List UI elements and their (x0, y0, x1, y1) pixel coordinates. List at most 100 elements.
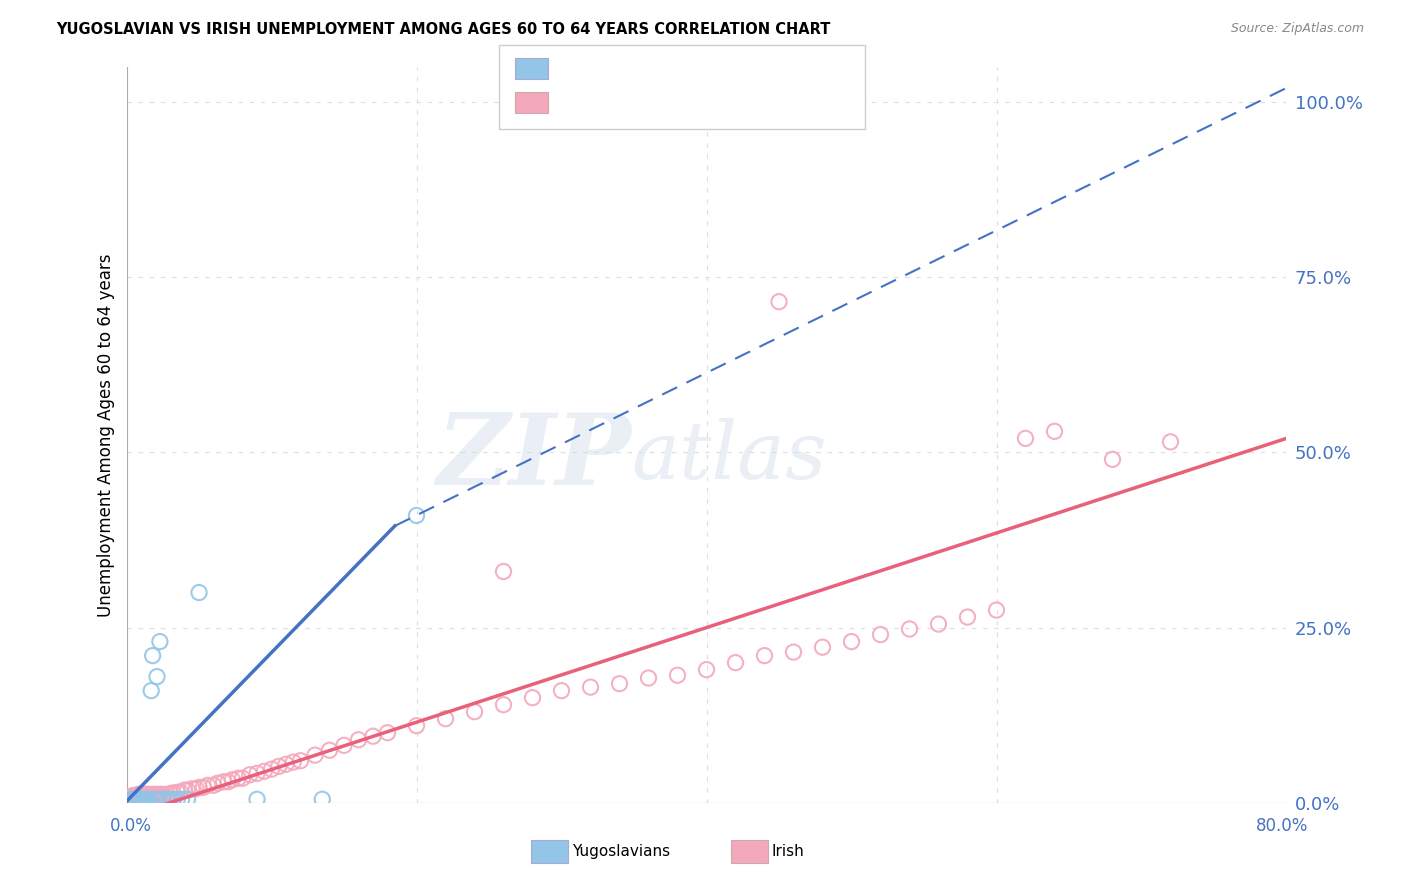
Point (132, 788, 155, 802)
Point (121, 790, 143, 805)
Point (347, 732, 370, 747)
Point (122, 789, 145, 803)
Point (253, 764, 276, 779)
Point (1159, 434, 1181, 449)
Point (434, 712, 457, 726)
Point (124, 789, 146, 803)
Point (166, 792, 188, 806)
Point (156, 792, 179, 806)
Point (1014, 431, 1036, 445)
Point (221, 772, 243, 787)
Text: N =: N = (647, 92, 699, 110)
Point (193, 780, 215, 795)
Point (176, 783, 198, 797)
Point (696, 663, 718, 677)
Point (1043, 425, 1066, 439)
Point (153, 789, 176, 803)
Point (146, 788, 169, 802)
Text: atlas: atlas (631, 418, 827, 496)
Point (152, 792, 174, 806)
Point (724, 656, 747, 670)
Point (226, 771, 249, 786)
Point (121, 789, 143, 803)
Point (132, 789, 155, 803)
Point (246, 792, 269, 806)
Point (464, 705, 486, 719)
Point (180, 781, 202, 796)
Point (134, 789, 156, 803)
Point (148, 792, 170, 806)
Point (231, 771, 254, 786)
Point (405, 719, 427, 733)
Point (217, 774, 239, 789)
Point (122, 792, 145, 806)
Point (311, 792, 333, 806)
Point (841, 634, 863, 648)
Point (135, 789, 157, 803)
Point (120, 790, 142, 805)
Point (202, 778, 225, 792)
Point (127, 788, 149, 802)
Point (124, 789, 146, 803)
Point (145, 789, 167, 803)
Point (159, 787, 181, 801)
Text: 0.612: 0.612 (588, 91, 644, 111)
Point (239, 768, 262, 782)
Point (318, 743, 340, 757)
Point (145, 792, 167, 806)
Point (197, 778, 219, 792)
Point (120, 793, 142, 807)
Point (162, 792, 184, 806)
Text: 80.0%: 80.0% (1256, 817, 1309, 835)
Point (188, 585, 211, 599)
Point (134, 788, 156, 802)
Point (122, 789, 145, 803)
Point (125, 793, 148, 807)
Point (405, 508, 427, 523)
Point (492, 698, 515, 712)
Point (609, 676, 631, 690)
Point (135, 793, 157, 807)
Point (170, 792, 193, 806)
Point (148, 789, 170, 803)
Text: R =: R = (557, 92, 596, 110)
Point (125, 789, 148, 803)
Point (121, 793, 143, 807)
Point (127, 789, 149, 803)
Point (134, 793, 156, 807)
Point (579, 680, 602, 694)
Point (869, 627, 891, 641)
Point (162, 786, 184, 800)
Text: Yugoslavians: Yugoslavians (572, 845, 671, 859)
Point (377, 725, 399, 739)
Y-axis label: Unemployment Among Ages 60 to 64 years: Unemployment Among Ages 60 to 64 years (97, 253, 115, 616)
Text: ZIP: ZIP (436, 409, 631, 505)
Point (898, 622, 921, 636)
Point (131, 789, 153, 803)
Point (129, 792, 152, 806)
Point (149, 634, 172, 648)
Point (333, 739, 356, 753)
Point (141, 683, 163, 698)
Point (138, 793, 162, 807)
Point (782, 645, 804, 659)
Point (956, 610, 979, 624)
Point (131, 788, 153, 802)
Point (290, 754, 312, 768)
Point (260, 762, 283, 776)
Point (522, 690, 544, 705)
Point (141, 788, 163, 802)
Text: R =: R = (557, 58, 596, 76)
Point (146, 670, 169, 684)
Point (135, 788, 157, 802)
Point (150, 789, 173, 803)
Point (304, 748, 326, 763)
Text: Irish: Irish (772, 845, 804, 859)
Point (127, 792, 149, 806)
Text: Source: ZipAtlas.com: Source: ZipAtlas.com (1230, 22, 1364, 36)
Point (156, 788, 179, 802)
Text: 0.0%: 0.0% (110, 817, 152, 835)
Point (124, 792, 146, 806)
Point (246, 766, 269, 780)
Point (129, 789, 152, 803)
